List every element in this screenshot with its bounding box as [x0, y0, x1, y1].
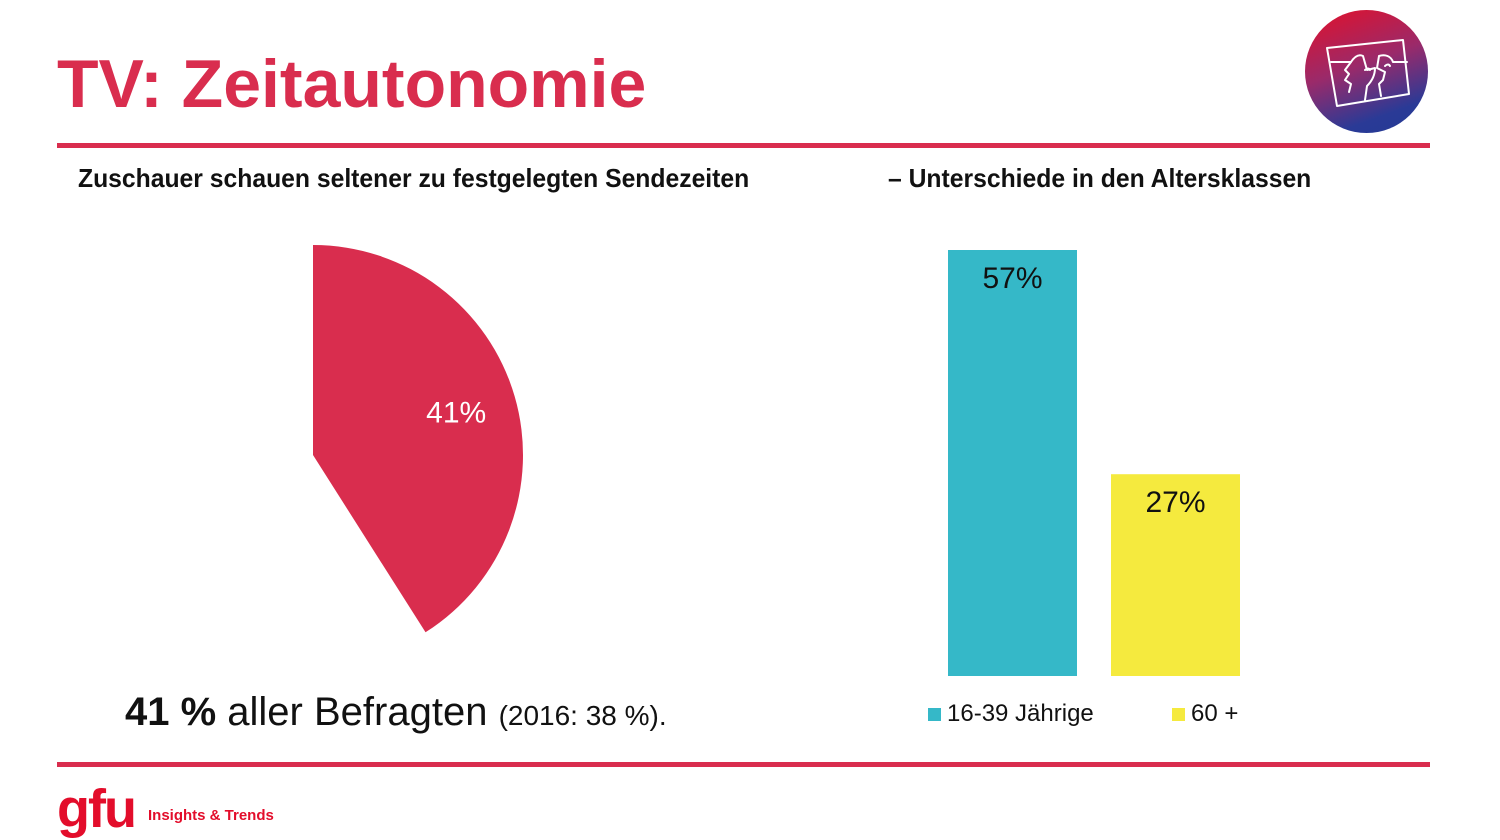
legend-label-60-plus: 60 +: [1191, 700, 1239, 727]
subtitle-right: – Unterschiede in den Altersklassen: [888, 163, 1312, 193]
gfu-logo: gfu: [57, 779, 137, 839]
bar-16-39: [948, 250, 1077, 676]
pie-caption: 41 % aller Befragten (2016: 38 %).: [125, 690, 667, 735]
legend-label-16-39: 16-39 Jährige: [947, 700, 1094, 727]
bar-data-label: 27%: [1145, 486, 1205, 519]
bar-60-plus: [1111, 474, 1240, 676]
legend-item-16-39: 16-39 Jährige: [928, 700, 1094, 728]
gfu-tagline: Insights & Trends: [148, 807, 274, 824]
caption-text: aller Befragten: [216, 690, 499, 734]
tv-face-logo: [1305, 10, 1428, 133]
caption-value: 41 %: [125, 690, 217, 734]
legend-item-60-plus: 60 +: [1172, 700, 1238, 728]
subtitle-left: Zuschauer schauen seltener zu festgelegt…: [78, 163, 750, 193]
tv-face-icon: [1326, 39, 1410, 107]
page-title: TV: Zeitautonomie: [57, 46, 647, 122]
pie-slice-label: 41%: [426, 397, 486, 430]
legend-swatch-16-39: [928, 707, 941, 721]
legend-swatch-60-plus: [1172, 707, 1185, 721]
bar-data-label: 57%: [982, 262, 1042, 295]
pie-slice: [313, 245, 523, 633]
footer-divider: [57, 762, 1430, 767]
caption-previous-year: (2016: 38 %).: [498, 700, 667, 731]
header-divider: [57, 143, 1430, 148]
